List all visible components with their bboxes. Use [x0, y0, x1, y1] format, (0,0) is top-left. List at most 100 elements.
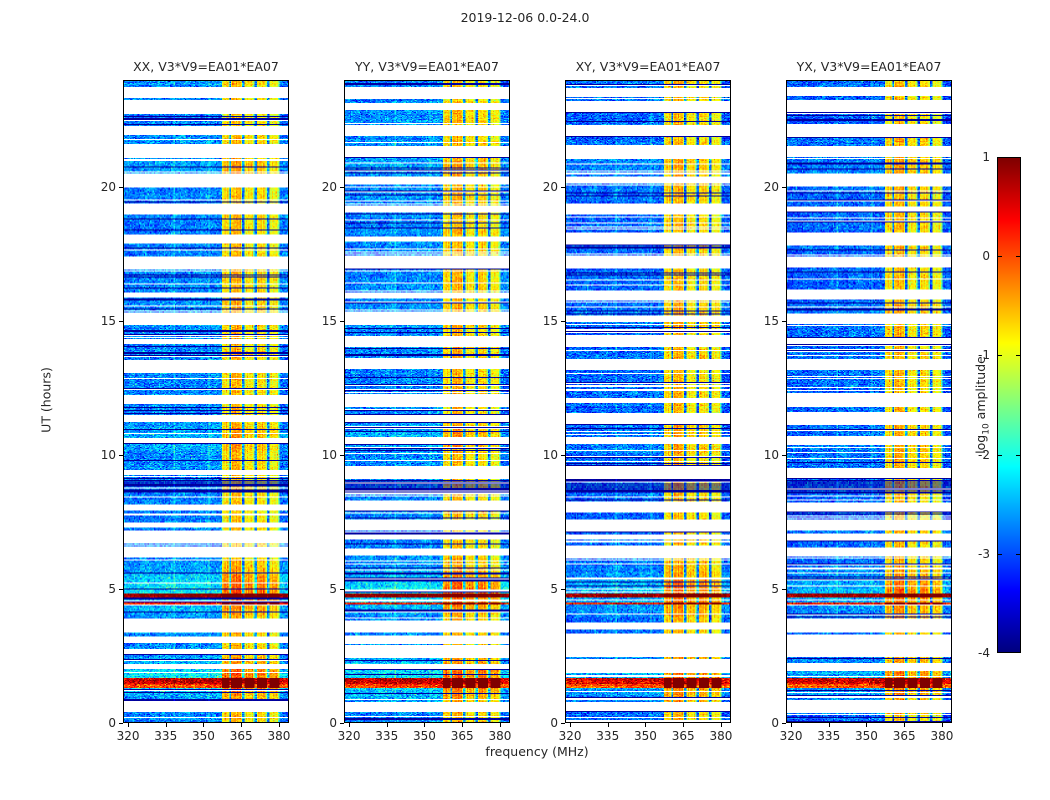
x-tick-label: 335 — [375, 729, 399, 743]
x-tick-label: 320 — [558, 729, 582, 743]
x-tick-mark — [828, 723, 830, 727]
x-tick-label: 350 — [634, 729, 657, 743]
x-tick-mark — [128, 723, 130, 727]
x-tick-label: 365 — [450, 729, 474, 743]
x-tick-label: 380 — [488, 729, 512, 743]
y-tick-label: 15 — [542, 314, 558, 329]
heatmap-axes-xy[interactable] — [565, 80, 731, 723]
y-tick-label: 15 — [100, 314, 116, 329]
y-tick-label: 15 — [321, 314, 337, 329]
colorbar-tick-mark — [1016, 355, 1021, 357]
panel-title-yx: YX, V3*V9=EA01*EA07 — [796, 59, 942, 74]
x-tick-mark — [241, 723, 243, 727]
y-tick-mark — [782, 187, 786, 189]
x-tick-label: 320 — [779, 729, 803, 743]
y-tick-mark — [782, 321, 786, 323]
y-tick-label: 10 — [542, 448, 558, 463]
x-tick-label: 365 — [892, 729, 916, 743]
y-tick-mark — [119, 723, 123, 724]
y-tick-label: 5 — [108, 582, 116, 597]
x-tick-mark — [462, 723, 464, 727]
x-tick-label: 380 — [930, 729, 954, 743]
y-tick-mark — [782, 723, 786, 724]
x-tick-label: 350 — [192, 729, 215, 743]
y-tick-label: 20 — [100, 180, 116, 195]
colorbar-tick-label: -4 — [978, 646, 990, 660]
colorbar-tick-mark — [1016, 454, 1021, 456]
y-axis-label: UT (hours) — [38, 367, 54, 433]
y-tick-label: 10 — [763, 448, 779, 463]
y-tick-mark — [340, 321, 344, 323]
panel-yy[interactable]: YY, V3*V9=EA01*EA07 0 5 10 15 20 320 335 350 365… — [322, 59, 512, 743]
x-tick-mark — [941, 723, 943, 727]
y-tick-label: 0 — [329, 716, 337, 730]
panel-yx[interactable]: YX, V3*V9=EA01*EA07 0 5 10 15 20 320 335 350 365… — [764, 59, 954, 743]
y-tick-label: 20 — [763, 180, 779, 195]
y-tick-mark — [561, 187, 565, 189]
x-tick-mark — [720, 723, 722, 727]
colorbar-tick-label: -2 — [978, 447, 990, 462]
y-tick-label: 0 — [771, 716, 779, 730]
y-tick-label: 5 — [550, 582, 558, 597]
y-tick-label: 10 — [100, 448, 116, 463]
x-tick-mark — [570, 723, 572, 727]
y-tick-mark — [782, 589, 786, 591]
y-tick-mark — [561, 589, 565, 591]
heatmap-axes-yx[interactable] — [786, 80, 952, 723]
x-tick-mark — [349, 723, 351, 727]
y-tick-mark — [561, 321, 565, 323]
x-tick-mark — [203, 723, 205, 727]
colorbar[interactable]: 1 0 -1 -2 -3 -4 — [978, 150, 1021, 660]
y-tick-label: 5 — [771, 582, 779, 597]
x-tick-mark — [645, 723, 647, 727]
x-tick-mark — [165, 723, 167, 727]
x-tick-mark — [499, 723, 501, 727]
x-tick-label: 320 — [116, 729, 140, 743]
colorbar-tick-label: 1 — [982, 150, 990, 164]
y-tick-mark — [340, 455, 344, 457]
colorbar-label: log10 amplitude — [972, 356, 992, 454]
x-tick-label: 365 — [229, 729, 253, 743]
y-tick-mark — [119, 589, 123, 591]
x-tick-mark — [278, 723, 280, 727]
colorbar-tick-label: -1 — [978, 348, 990, 363]
figure-suptitle: 2019-12-06 0.0-24.0 — [460, 10, 590, 25]
y-tick-label: 20 — [321, 180, 337, 195]
y-tick-label: 10 — [321, 448, 337, 463]
heatmap-axes-yy[interactable] — [344, 80, 510, 723]
x-tick-mark — [607, 723, 609, 727]
y-tick-mark — [119, 187, 123, 189]
heatmap-axes-xx[interactable] — [123, 80, 289, 723]
x-axis-label: frequency (MHz) — [485, 744, 589, 759]
y-tick-mark — [119, 455, 123, 457]
x-tick-label: 380 — [267, 729, 291, 743]
x-tick-mark — [904, 723, 906, 727]
colorbar-tick-mark — [1016, 256, 1021, 258]
x-tick-mark — [866, 723, 868, 727]
x-tick-label: 335 — [154, 729, 178, 743]
y-tick-label: 0 — [108, 716, 116, 730]
y-tick-mark — [119, 321, 123, 323]
y-tick-mark — [782, 455, 786, 457]
y-tick-mark — [340, 187, 344, 189]
x-tick-label: 350 — [413, 729, 436, 743]
panel-title-xx: XX, V3*V9=EA01*EA07 — [133, 59, 279, 74]
x-tick-mark — [791, 723, 793, 727]
y-tick-mark — [561, 723, 565, 724]
x-tick-label: 335 — [817, 729, 841, 743]
colorbar-tick-mark — [1016, 553, 1021, 555]
y-tick-label: 20 — [542, 180, 558, 195]
panel-title-xy: XY, V3*V9=EA01*EA07 — [575, 59, 721, 74]
x-tick-label: 380 — [709, 729, 733, 743]
x-tick-label: 320 — [337, 729, 361, 743]
colorbar-tick-mark — [997, 355, 1002, 357]
colorbar-tick-mark — [997, 454, 1002, 456]
x-tick-mark — [683, 723, 685, 727]
colorbar-tick-label: -3 — [978, 546, 990, 561]
panel-xx[interactable]: XX, V3*V9=EA01*EA07 0 5 10 15 20 320 335 350 365… — [101, 59, 291, 743]
x-tick-label: 335 — [596, 729, 620, 743]
y-tick-label: 0 — [550, 716, 558, 730]
panel-xy[interactable]: XY, V3*V9=EA01*EA07 0 5 10 15 20 320 335 350 365… — [543, 59, 733, 743]
panel-title-yy: YY, V3*V9=EA01*EA07 — [355, 59, 499, 74]
